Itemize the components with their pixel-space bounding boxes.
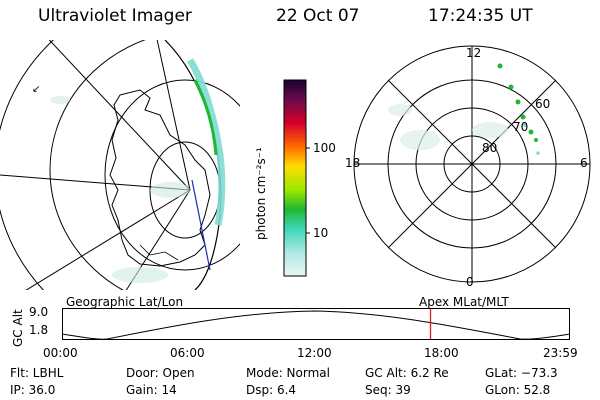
colorbar-tick-10: 10 [313,226,329,240]
aurora-band [186,58,226,226]
date-label: 22 Oct 07 [276,6,360,26]
earth-limb [164,40,222,290]
emission-patch [50,96,70,104]
svg-text:↙: ↙ [32,84,40,95]
info-gain: Gain: 14 [126,383,177,397]
lat-label-80: 80 [482,141,498,155]
meridian [25,189,191,290]
info-dsp: Dsp: 6.4 [246,383,297,397]
timeline-xtick-2359: 23:59 [543,346,578,360]
info-glon: GLon: 52.8 [485,383,551,397]
mlt-label-6: 6 [580,156,588,170]
lat-circle [49,40,146,290]
lat-circle [0,40,54,290]
polar-diagonal [387,79,557,249]
aurora-dot [515,99,521,105]
timeline-ytick-low: 1.8 [29,323,49,337]
lat-circle [104,79,240,271]
aurora-band-core [193,79,218,156]
polar-plot [353,45,591,283]
aurora-dot-weak [536,151,540,155]
info-ip: IP: 36.0 [10,383,56,397]
meridian [156,40,191,191]
aurora-dot [497,63,503,69]
colorbar [283,79,310,277]
altitude-curve [62,310,571,340]
timeline-ytick-high: 9.0 [29,305,49,319]
timeline-xtick-0000: 00:00 [43,346,78,360]
timeline-left-caption: Geographic Lat/Lon [66,295,184,309]
mlt-label-0: 0 [466,275,474,289]
aurora-dot-weak [523,123,527,127]
timeline-right-caption: Apex MLat/MLT [419,295,509,309]
geographic-map: ↙ [0,40,240,290]
spacecraft-trace [191,179,211,271]
continent-outline [109,89,211,267]
timeline-xtick-1800: 18:00 [424,346,459,360]
timeline-axis-label: GC Alt [11,309,25,347]
colorbar-tick-100: 100 [313,141,336,155]
info-glat: GLat: −73.3 [485,366,558,380]
lat-label-60: 60 [535,97,551,111]
time-label: 17:24:35 UT [428,6,533,26]
info-mode: Mode: Normal [246,366,330,380]
emission-patch [112,267,168,283]
altitude-timeline [62,308,571,340]
aurora-dot [534,138,538,142]
info-filter: Flt: LBHL [10,366,64,380]
emission-patch [388,104,412,116]
lat-label-70: 70 [513,120,529,134]
emission-patch [150,182,190,198]
mlt-label-18: 18 [345,156,361,170]
app-title: Ultraviolet Imager [38,6,192,26]
timeline-xtick-1200: 12:00 [297,346,332,360]
info-door: Door: Open [126,366,195,380]
timeline-xtick-0600: 06:00 [170,346,205,360]
aurora-dot [520,114,526,120]
aurora-dot [508,84,514,90]
emission-patch [472,122,508,138]
mlt-label-12: 12 [466,46,482,60]
info-seq: Seq: 39 [365,383,411,397]
continent-outline [139,244,179,261]
aurora-dot [528,129,534,135]
emission-patch [400,130,440,150]
colorbar-unit-label: photon cm⁻²s⁻¹ [254,147,268,240]
info-gc-alt: GC Alt: 6.2 Re [365,366,449,380]
